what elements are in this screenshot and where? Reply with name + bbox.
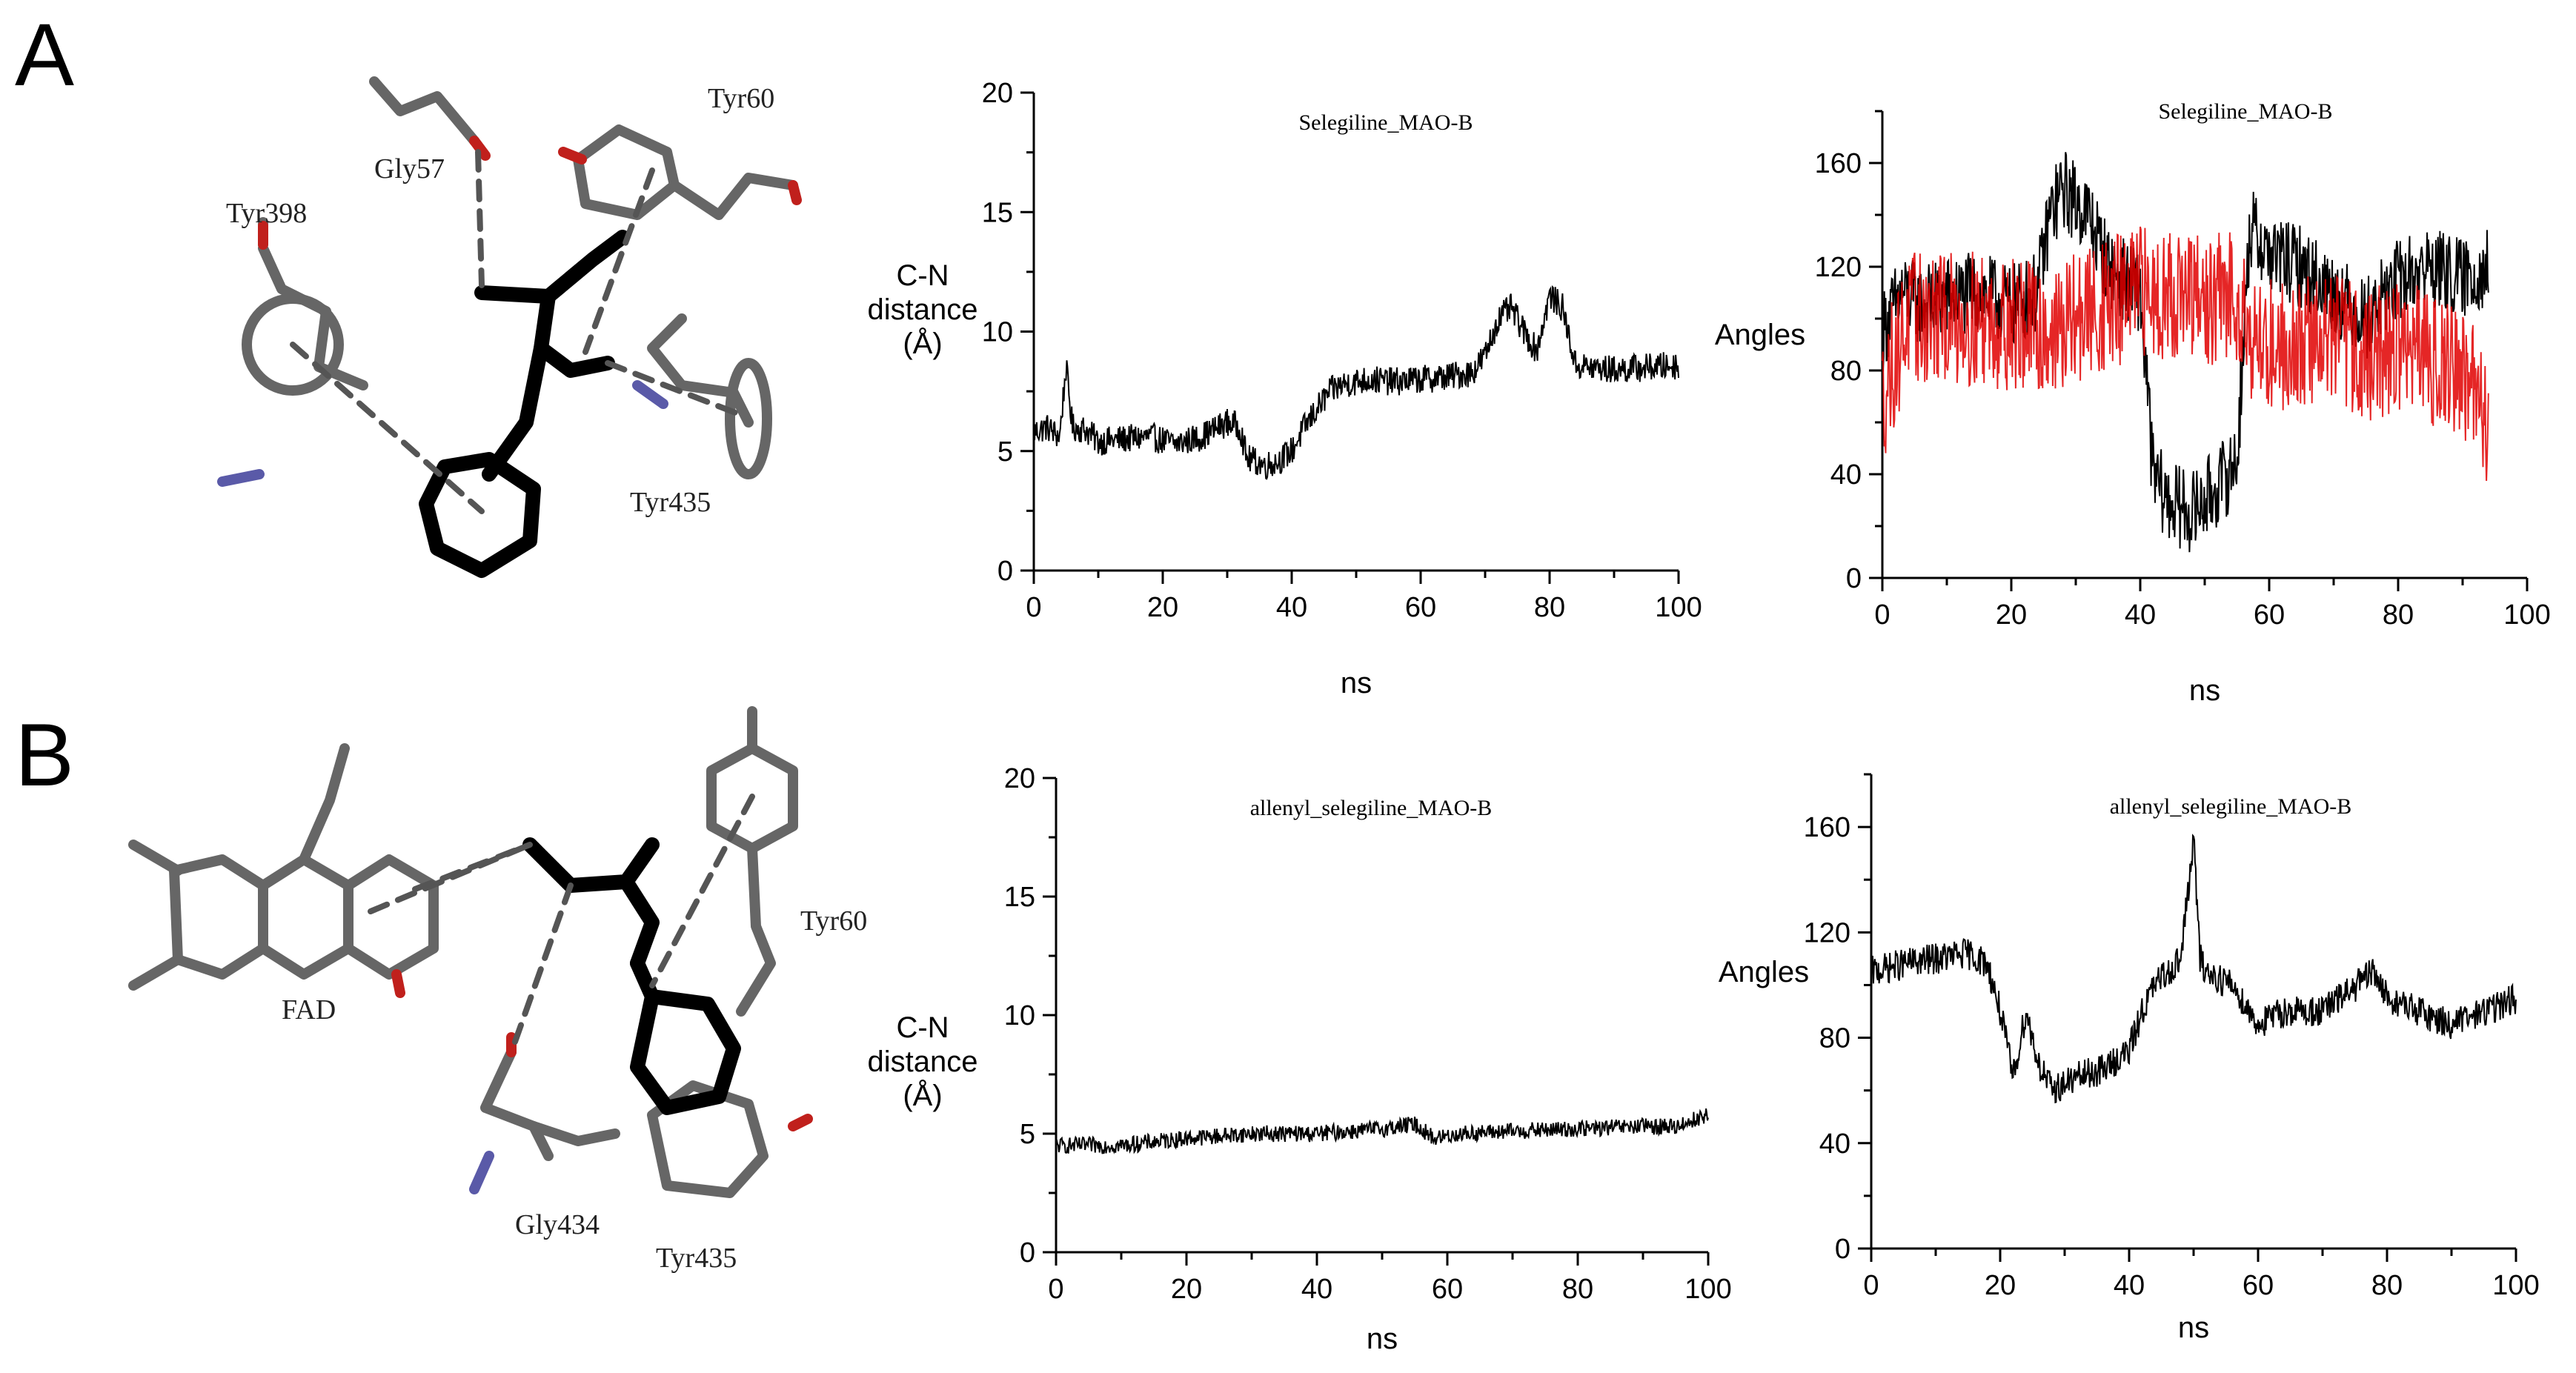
label-gly57: Gly57	[374, 153, 445, 184]
y-tick-label: 20	[982, 78, 1013, 109]
x-tick-label: 60	[1405, 592, 1436, 623]
y-tick-label: 5	[997, 436, 1013, 468]
label-fad: FAD	[282, 994, 336, 1025]
molecule-b-residue-sticks	[128, 706, 798, 1198]
x-tick-label: 40	[1301, 1274, 1332, 1305]
y-tick-label: 0	[1846, 563, 1862, 594]
series-line-1	[1055, 1108, 1709, 1154]
label-tyr398: Tyr398	[226, 198, 307, 229]
y-tick-label: 0	[1835, 1234, 1850, 1265]
series-line-1	[1882, 152, 2489, 553]
y-axis-label: C-N	[896, 1011, 949, 1044]
y-tick-label: 160	[1815, 148, 1862, 179]
panel-letter-a: A	[15, 5, 74, 104]
x-tick-label: 40	[2114, 1270, 2145, 1301]
x-tick-label: 100	[1655, 592, 1702, 623]
molecule-a-residue-sticks	[242, 76, 798, 479]
y-tick-label: 40	[1830, 459, 1862, 491]
y-tick-label: 40	[1819, 1128, 1850, 1160]
x-tick-label: 20	[1996, 599, 2027, 631]
y-tick-label: 160	[1804, 812, 1850, 843]
x-tick-label: 80	[1562, 1274, 1593, 1305]
series-line-2	[1882, 226, 2489, 482]
x-tick-label: 20	[1985, 1270, 2016, 1301]
chart-title: Selegiline_MAO-B	[2159, 99, 2333, 124]
x-tick-label: 100	[1684, 1274, 1731, 1305]
chart-title: allenyl_selegiline_MAO-B	[1250, 796, 1493, 820]
y-axis-label: distance	[868, 293, 978, 326]
y-tick-label: 5	[1020, 1119, 1035, 1150]
y-axis-label: Angles	[1719, 956, 1809, 988]
molecule-a-structure	[217, 76, 802, 578]
label-tyr60-b: Tyr60	[800, 905, 867, 937]
y-tick-label: 120	[1804, 917, 1850, 948]
y-tick-label: 10	[1004, 1000, 1035, 1031]
x-tick-label: 40	[1276, 592, 1307, 623]
x-tick-label: 0	[1863, 1270, 1879, 1301]
chart-a-angles: 0 20 40 60 80 100 0 40 80 120 160 Selegiline_MAO-Bn…	[1715, 99, 2551, 707]
y-tick-label: 80	[1819, 1023, 1850, 1054]
y-tick-label: 0	[997, 556, 1013, 587]
x-tick-label: 80	[2383, 599, 2414, 631]
y-axis-label: C-N	[896, 259, 949, 292]
y-axis-label: distance	[868, 1045, 978, 1078]
x-tick-label: 20	[1171, 1274, 1202, 1305]
x-tick-label: 40	[2125, 599, 2156, 631]
y-tick-label: 15	[1004, 882, 1035, 913]
x-axis-label: ns	[2189, 674, 2220, 707]
panel-letter-b: B	[15, 705, 74, 805]
x-tick-label: 100	[2492, 1270, 2539, 1301]
label-tyr435-a: Tyr435	[630, 487, 711, 518]
x-tick-label: 0	[1048, 1274, 1063, 1305]
y-axis-label: Angles	[1715, 319, 1805, 351]
molecule-a-interactions	[290, 149, 744, 514]
y-axis-label: (Å)	[903, 1079, 942, 1112]
x-tick-label: 20	[1147, 592, 1178, 623]
y-axis-label: (Å)	[903, 327, 942, 360]
molecule-b-ligand	[522, 837, 741, 1115]
x-axis-label: ns	[2178, 1312, 2209, 1344]
x-tick-label: 0	[1874, 599, 1890, 631]
y-tick-label: 15	[982, 197, 1013, 228]
y-tick-label: 120	[1815, 252, 1862, 283]
chart-title: Selegiline_MAO-B	[1299, 110, 1473, 135]
chart-title: allenyl_selegiline_MAO-B	[2110, 794, 2352, 819]
molecule-a-ligand	[419, 230, 630, 578]
x-axis-label: ns	[1367, 1323, 1398, 1355]
x-tick-label: 60	[2254, 599, 2285, 631]
chart-b-angles: 0 20 40 60 80 100 0 40 80 120 160 allenyl_selegilin…	[1719, 773, 2540, 1344]
x-tick-label: 60	[2243, 1270, 2274, 1301]
series-line-1	[1870, 834, 2517, 1104]
x-tick-label: 80	[1534, 592, 1565, 623]
molecule-b-interactions	[368, 794, 755, 1055]
x-tick-label: 80	[2371, 1270, 2403, 1301]
chart-a-cn-distance: 0 20 40 60 80 100 0 5 10 15 20 Selegiline_MAO-Bns C-…	[868, 78, 1702, 699]
x-tick-label: 0	[1026, 592, 1041, 623]
molecule-b-structure	[128, 706, 813, 1198]
y-tick-label: 0	[1020, 1237, 1035, 1269]
label-tyr60-a: Tyr60	[708, 83, 774, 114]
chart-b-cn-distance: 0 20 40 60 80 100 0 5 10 15 20 allenyl_selegiline_M…	[868, 763, 1732, 1355]
series-line-1	[1033, 285, 1679, 480]
x-tick-label: 60	[1432, 1274, 1463, 1305]
label-gly434: Gly434	[515, 1209, 600, 1240]
x-tick-label: 100	[2503, 599, 2550, 631]
y-tick-label: 80	[1830, 356, 1862, 387]
y-tick-label: 10	[982, 317, 1013, 348]
y-tick-label: 20	[1004, 763, 1035, 794]
x-axis-label: ns	[1341, 667, 1372, 699]
label-tyr435-b: Tyr435	[656, 1243, 737, 1274]
